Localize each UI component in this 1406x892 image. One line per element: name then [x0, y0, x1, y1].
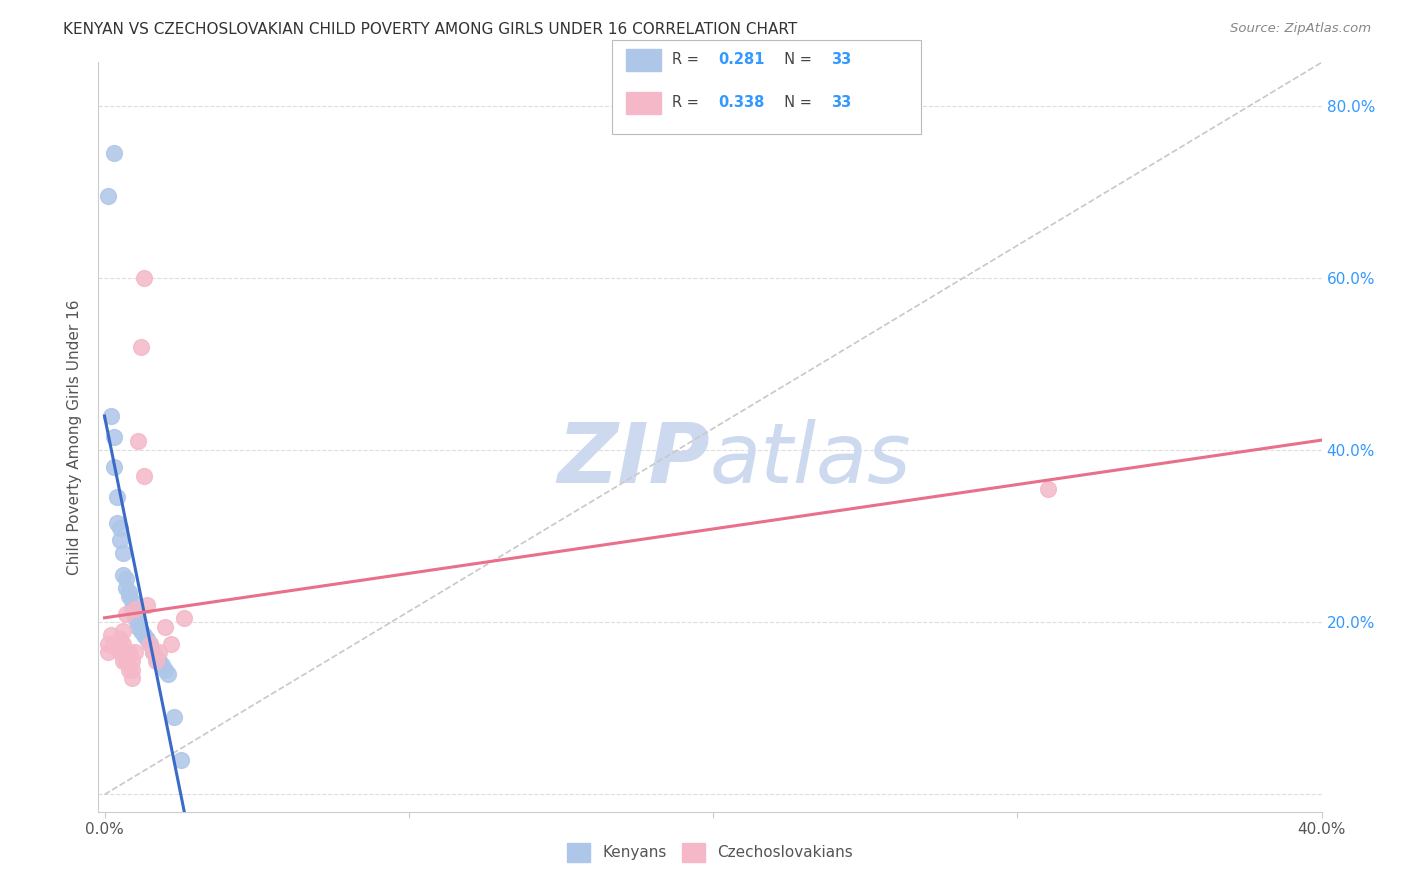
Point [139, 637, 162, 651]
Point [136, 598, 159, 612]
Text: R =: R = [672, 95, 703, 110]
Point [157, 667, 180, 681]
Point [132, 628, 155, 642]
Point [118, 585, 141, 599]
Text: N =: N = [775, 95, 817, 110]
Point [96, 645, 118, 659]
Point [132, 270, 155, 285]
Point [114, 581, 136, 595]
Text: N =: N = [775, 53, 817, 67]
Point [114, 607, 136, 621]
Point [108, 645, 131, 659]
Legend: Kenyans, Czechoslovakians: Kenyans, Czechoslovakians [561, 837, 859, 868]
Text: R =: R = [672, 53, 703, 67]
Point [1036, 482, 1059, 496]
Point [121, 671, 143, 685]
Point [160, 637, 183, 651]
Point [127, 615, 149, 630]
Text: atlas: atlas [710, 419, 911, 500]
Point [105, 516, 128, 531]
Point [103, 460, 125, 475]
Point [139, 637, 162, 651]
Point [148, 645, 170, 659]
Point [163, 710, 186, 724]
Point [111, 546, 134, 560]
Point [118, 590, 141, 604]
Point [111, 567, 134, 582]
Text: 0.338: 0.338 [718, 95, 765, 110]
Point [108, 632, 131, 647]
Point [148, 654, 170, 668]
Point [114, 649, 136, 664]
Y-axis label: Child Poverty Among Girls Under 16: Child Poverty Among Girls Under 16 [67, 300, 83, 574]
Point [100, 409, 122, 423]
Point [111, 637, 134, 651]
Point [142, 645, 165, 659]
Point [118, 663, 141, 677]
Text: Source: ZipAtlas.com: Source: ZipAtlas.com [1230, 22, 1371, 36]
Point [155, 663, 177, 677]
Point [114, 654, 136, 668]
Point [127, 434, 149, 449]
Point [132, 468, 155, 483]
Point [124, 602, 146, 616]
Point [105, 641, 128, 656]
Point [114, 572, 136, 586]
Point [100, 628, 122, 642]
Point [121, 654, 143, 668]
Point [121, 602, 143, 616]
Point [155, 619, 177, 633]
Point [124, 611, 146, 625]
Point [103, 637, 125, 651]
Point [124, 645, 146, 659]
Point [150, 658, 173, 673]
Point [121, 663, 143, 677]
Point [124, 607, 146, 621]
Text: 0.281: 0.281 [718, 53, 765, 67]
Point [111, 624, 134, 638]
Point [169, 753, 191, 767]
Point [96, 189, 118, 203]
Point [121, 593, 143, 607]
Point [145, 654, 167, 668]
Point [129, 340, 152, 354]
Point [108, 533, 131, 548]
Text: ZIP: ZIP [557, 419, 710, 500]
Point [108, 520, 131, 534]
Point [111, 654, 134, 668]
Point [127, 619, 149, 633]
Point [105, 491, 128, 505]
Point [103, 430, 125, 444]
Text: KENYAN VS CZECHOSLOVAKIAN CHILD POVERTY AMONG GIRLS UNDER 16 CORRELATION CHART: KENYAN VS CZECHOSLOVAKIAN CHILD POVERTY … [63, 22, 797, 37]
Point [145, 649, 167, 664]
Point [129, 624, 152, 638]
Text: 33: 33 [831, 53, 851, 67]
Point [173, 611, 195, 625]
Point [136, 632, 159, 647]
Point [142, 645, 165, 659]
Point [103, 145, 125, 160]
Text: 33: 33 [831, 95, 851, 110]
Point [118, 645, 141, 659]
Point [96, 637, 118, 651]
